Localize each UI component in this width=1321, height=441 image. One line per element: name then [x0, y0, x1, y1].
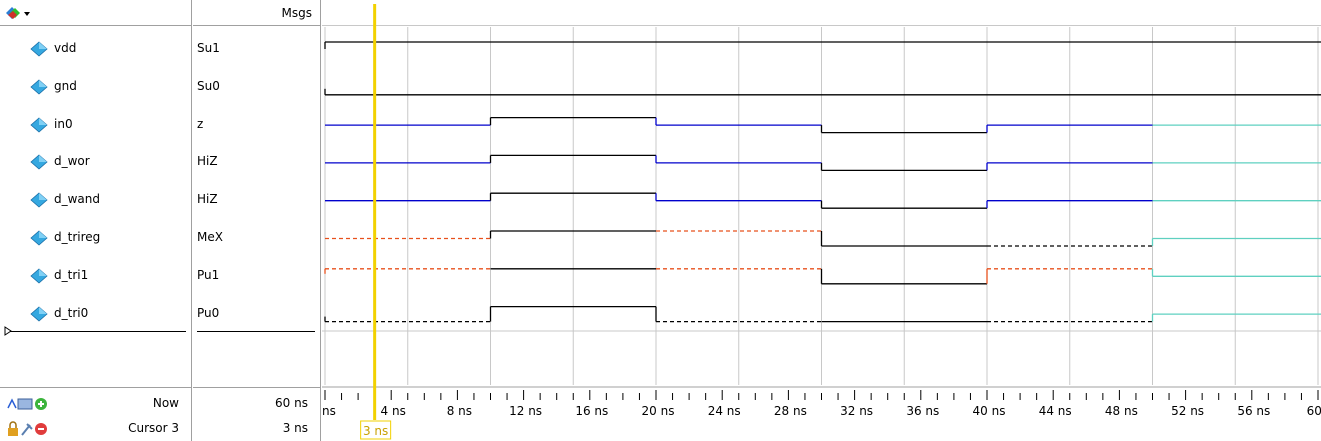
waveform-canvas[interactable]: ns 4 ns 8 ns 12 ns 16 ns 20 ns 24 ns 28 ns 32 ns… — [322, 0, 1321, 441]
cursor-tag-label: 3 ns — [363, 424, 388, 438]
timeline-tick-label: 36 ns — [906, 404, 939, 418]
timeline-tick-label: 60 n — [1307, 404, 1321, 418]
timeline-tick-label: 48 ns — [1105, 404, 1138, 418]
signal-name: d_wand — [54, 192, 101, 207]
signal-row-gnd[interactable]: gnd — [0, 68, 191, 105]
signal-name: vdd — [54, 41, 77, 55]
signal-row-d-trireg[interactable]: d_trireg — [0, 219, 191, 256]
waveform-tools-icon[interactable] — [6, 396, 50, 412]
signal-name: in0 — [54, 116, 73, 131]
signal-diamond-icon — [30, 79, 48, 95]
cursor-label: Cursor 3 — [128, 421, 179, 435]
names-header — [0, 0, 191, 26]
timeline-tick-label: 16 ns — [575, 404, 608, 418]
msgs-label: Msgs — [281, 6, 312, 20]
signal-diamond-icon — [30, 154, 48, 170]
cursor-value-row: 3 ns — [193, 421, 320, 441]
timeline-tick-label: 32 ns — [840, 404, 873, 418]
signal-value: HiZ — [197, 154, 218, 169]
timeline-tick-label: 8 ns — [447, 404, 472, 418]
signal-row-d-wor[interactable]: d_wor — [0, 143, 191, 180]
signal-row-vdd[interactable]: vdd — [0, 30, 191, 67]
waveform-pane[interactable]: ns 4 ns 8 ns 12 ns 16 ns 20 ns 24 ns 28 ns 32 ns… — [322, 0, 1321, 441]
cursor-line — [373, 4, 377, 386]
signal-row-d-tri0[interactable]: d_tri0 — [0, 295, 191, 332]
signal-value: HiZ — [197, 192, 218, 207]
names-separator — [10, 331, 186, 332]
value-row-gnd[interactable]: Su0 — [193, 68, 320, 105]
timeline-tick-label: 52 ns — [1171, 404, 1204, 418]
now-label: Now — [152, 396, 179, 410]
signal-diamond-icon — [30, 117, 48, 133]
value-row-d-trireg[interactable]: MeX — [193, 219, 320, 256]
footer-cursor-row: Cursor 3 — [0, 421, 191, 441]
wave-header — [322, 0, 1321, 26]
timeline-tick-label: 20 ns — [642, 404, 675, 418]
signal-name: d_trireg — [54, 230, 101, 244]
signal-diamond-icon — [30, 192, 48, 208]
timeline-tick-label: 4 ns — [381, 404, 406, 418]
signal-row-d-wand[interactable]: d_wand — [0, 181, 191, 218]
value-row-vdd[interactable]: Su1 — [193, 30, 320, 67]
separator-marker-icon — [4, 326, 12, 336]
timeline-tick-label: 40 ns — [973, 404, 1006, 418]
cursor-tag-box[interactable] — [360, 420, 392, 440]
signal-value: Pu0 — [197, 305, 220, 320]
signal-value: Pu1 — [197, 267, 220, 282]
signal-diamond-icon — [30, 230, 48, 246]
signal-value: Su0 — [197, 78, 220, 93]
timeline-tick-label: 44 ns — [1039, 404, 1072, 418]
signal-diamond-icon — [30, 268, 48, 284]
values-separator — [197, 331, 315, 332]
value-row-d-wor[interactable]: HiZ — [193, 143, 320, 180]
signal-value: Su1 — [197, 41, 220, 55]
signal-name: d_tri0 — [54, 305, 89, 320]
values-footer-sep — [193, 387, 320, 388]
names-footer-sep — [0, 387, 191, 388]
timeline-tick-label: 12 ns — [509, 404, 542, 418]
wave-insert-icon[interactable] — [4, 5, 34, 21]
now-value: 60 ns — [275, 396, 308, 410]
signal-names-pane: vdd gnd in0 d_wor d_wand d_trireg d_tri1 d_tri0… — [0, 0, 192, 441]
timeline-tick-label: ns — [322, 404, 336, 418]
timeline-tick-label: 28 ns — [774, 404, 807, 418]
now-value-row: 60 ns — [193, 396, 320, 418]
value-row-d-tri0[interactable]: Pu0 — [193, 295, 320, 332]
values-header: Msgs — [193, 0, 320, 26]
signal-diamond-icon — [30, 41, 48, 57]
cursor-value: 3 ns — [282, 421, 308, 435]
timeline-tick-label: 24 ns — [708, 404, 741, 418]
value-row-in0[interactable]: z — [193, 106, 320, 143]
signal-diamond-icon — [30, 306, 48, 322]
cursor-lock-icon[interactable] — [6, 421, 50, 437]
signal-name: gnd — [54, 78, 77, 93]
value-row-d-tri1[interactable]: Pu1 — [193, 257, 320, 294]
signal-value: MeX — [197, 230, 223, 244]
timeline-tick-label: 56 ns — [1237, 404, 1270, 418]
signal-name: d_wor — [54, 154, 90, 169]
footer-now-row: Now — [0, 396, 191, 418]
signal-row-in0[interactable]: in0 — [0, 106, 191, 143]
signal-values-pane: Msgs Su1 Su0 z HiZ HiZ MeX Pu1 Pu0 60 ns 3 ns — [193, 0, 321, 441]
signal-name: d_tri1 — [54, 267, 89, 282]
signal-row-d-tri1[interactable]: d_tri1 — [0, 257, 191, 294]
signal-value: z — [197, 116, 204, 131]
value-row-d-wand[interactable]: HiZ — [193, 181, 320, 218]
cursor-line-lower — [373, 386, 377, 420]
